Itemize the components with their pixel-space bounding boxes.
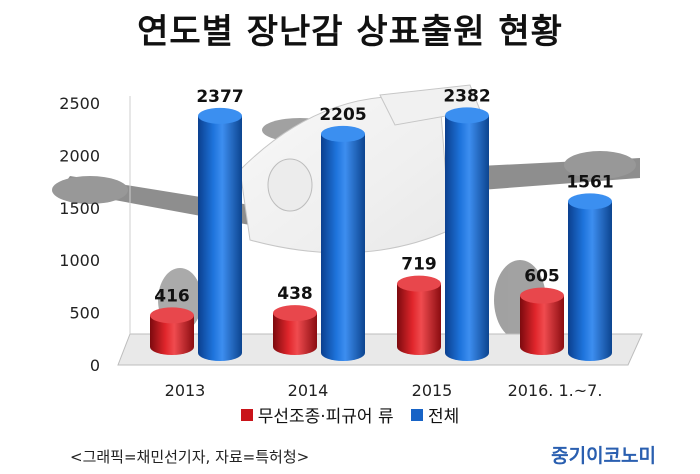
y-tick-label: 1000 (59, 251, 100, 270)
bar-series-2 (445, 115, 489, 362)
legend-item-series-2: 전체 (411, 402, 459, 427)
bar-series-2-cap (445, 107, 489, 124)
x-tick-label: 2015 (412, 381, 453, 400)
legend-swatch-red (240, 408, 253, 421)
y-tick-label: 1500 (59, 199, 100, 218)
bar-series-2-group: 1561 (566, 172, 614, 361)
brand-logo-text: 중기이코노미 (551, 445, 656, 467)
bar-series-1-group: 605 (520, 267, 564, 355)
bar-series-1 (397, 283, 441, 355)
bar-series-1-group: 438 (273, 284, 317, 355)
data-label: 2382 (443, 86, 490, 106)
bar-series-1 (520, 295, 564, 355)
bar-series-2-cap (321, 125, 365, 142)
chart-floor (117, 333, 643, 366)
bar-series-1 (273, 313, 317, 355)
data-label: 416 (154, 286, 190, 306)
bar-series-1-group: 416 (150, 286, 194, 355)
data-label: 438 (277, 284, 313, 304)
data-label: 2205 (319, 105, 366, 125)
legend-item-series-1: 무선조종·피규어 류 (240, 402, 394, 427)
bar-series-1-group: 719 (397, 255, 441, 355)
y-tick-label: 2500 (59, 94, 100, 113)
bar-series-1 (150, 315, 194, 355)
data-label: 719 (401, 255, 437, 275)
x-tick-label: 2016. 1.~7. (508, 381, 603, 400)
bar-series-1-cap (520, 287, 564, 304)
legend-swatch-blue (411, 408, 424, 421)
bar-series-2-cap (198, 107, 242, 124)
x-tick-label: 2013 (165, 381, 206, 400)
source-credit: <그래픽=채민선기자, 자료=특허청> (70, 448, 310, 466)
bar-series-2-group: 2205 (319, 105, 367, 361)
data-label: 2377 (196, 87, 243, 107)
bar-series-2-cap (568, 193, 612, 210)
bar-series-1-cap (397, 275, 441, 292)
y-tick-label: 2000 (59, 146, 100, 165)
bar-series-1-cap (273, 305, 317, 322)
legend-label-series-1: 무선조종·피규어 류 (257, 407, 394, 427)
y-tick-label: 0 (90, 356, 100, 375)
bar-series-2 (198, 115, 242, 361)
chart-title: 연도별 장난감 상표출원 현황 (137, 12, 563, 52)
bar-series-2-group: 2377 (196, 87, 244, 361)
chart-legend: 무선조종·피규어 류 전체 (0, 402, 700, 427)
bar-series-2 (321, 133, 365, 361)
data-label: 1561 (566, 172, 613, 192)
y-tick-label: 500 (69, 304, 100, 323)
bar-series-2-group: 2382 (443, 86, 491, 362)
legend-label-series-2: 전체 (428, 407, 460, 427)
bar-series-2 (568, 201, 612, 361)
bar-series-1-cap (150, 307, 194, 324)
x-tick-label: 2014 (288, 381, 329, 400)
data-label: 605 (524, 267, 560, 287)
